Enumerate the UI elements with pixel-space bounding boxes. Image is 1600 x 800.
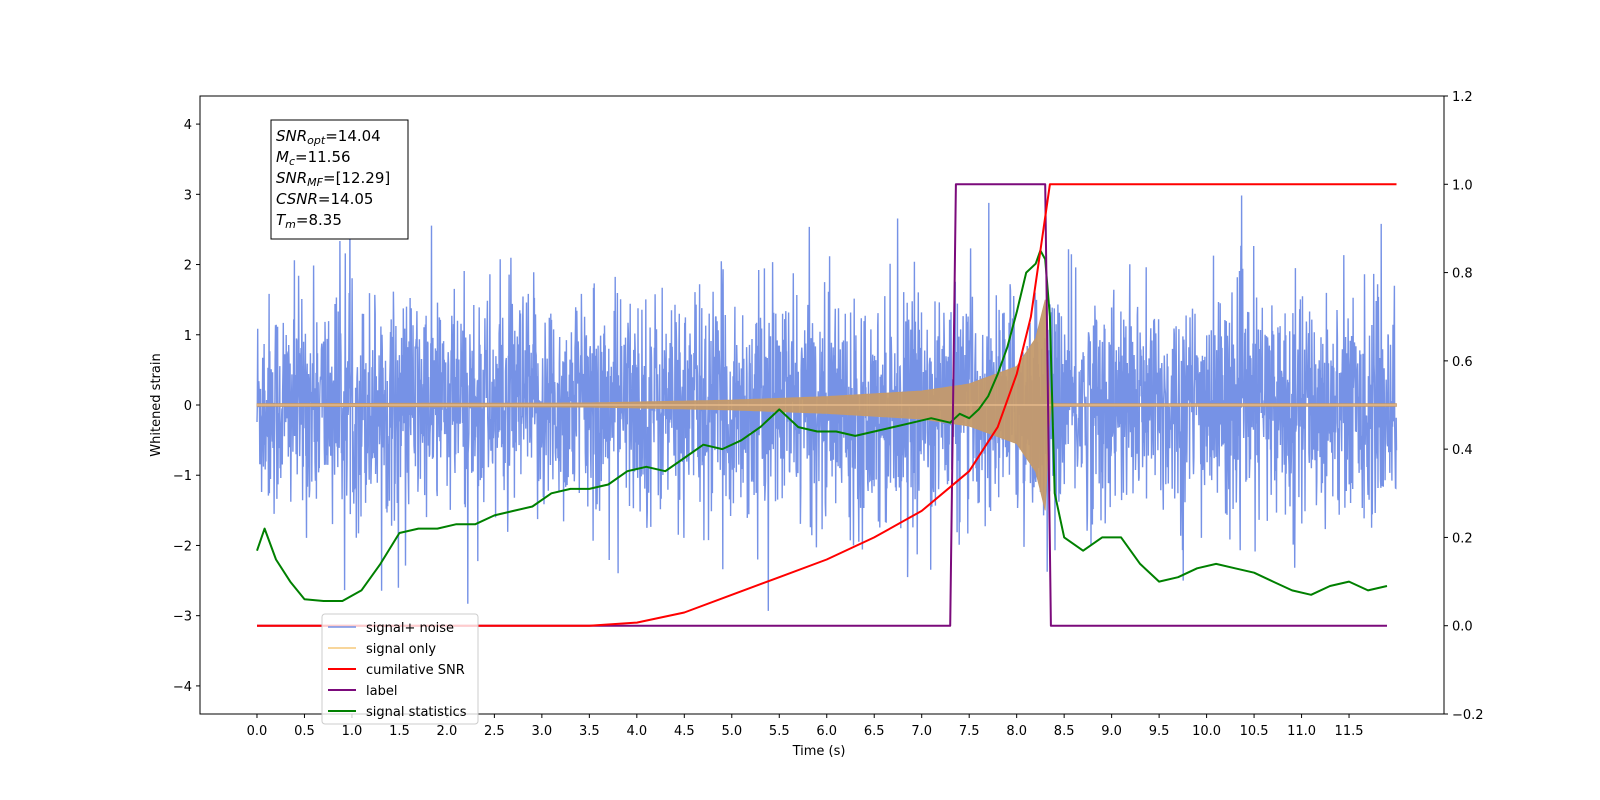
- x-tick-label: 4.5: [674, 724, 695, 739]
- y-axis-label: Whitened strain: [149, 353, 164, 456]
- annotation-symbol: CSNR: [276, 190, 318, 208]
- annotation-line: Tm=8.35: [276, 211, 342, 231]
- annotation-symbol: M: [276, 148, 289, 166]
- x-tick-label: 1.0: [342, 724, 363, 739]
- signal-only-series: [256, 299, 1397, 511]
- legend-label: signal statistics: [366, 705, 467, 720]
- stats-annotation-box: SNRopt=14.04Mc=11.56SNRMF=[12.29]CSNR=14…: [270, 119, 409, 240]
- annotation-subscript: m: [285, 218, 296, 231]
- x-tick-label: 7.5: [959, 724, 980, 739]
- signal-noise-series: [256, 195, 1398, 611]
- y-tick-label: −3: [173, 610, 192, 625]
- x-tick-label: 2.5: [484, 724, 505, 739]
- y-tick-label: −2: [173, 539, 192, 554]
- y2-tick-label: 0.6: [1452, 355, 1473, 370]
- x-tick-label: 0.5: [294, 724, 315, 739]
- annotation-symbol: SNR: [276, 127, 307, 145]
- y2-tick-label: 0.4: [1452, 443, 1473, 458]
- x-axis: 0.0 0.5 1.0 1.5 2.0 2.5 3.0 3.5 4.0 4.5 5.0 5.5 6.0 6…: [247, 714, 1364, 739]
- x-tick-label: 7.0: [911, 724, 932, 739]
- annotation-subscript: opt: [307, 134, 326, 147]
- y2-tick-label: 0.8: [1452, 267, 1473, 282]
- y-tick-label: 4: [184, 118, 192, 133]
- x-tick-label: 5.0: [721, 724, 742, 739]
- annotation-line: CSNR=14.05: [276, 190, 373, 208]
- x-tick-label: 8.0: [1006, 724, 1027, 739]
- annotation-line: SNRopt=14.04: [276, 127, 381, 147]
- x-tick-label: 6.5: [864, 724, 885, 739]
- y-tick-label: 2: [184, 259, 192, 274]
- series-label-line: [257, 183, 1387, 627]
- y2-tick-label: 1.2: [1452, 90, 1473, 105]
- x-tick-label: 9.5: [1149, 724, 1170, 739]
- annotation-value: =[12.29]: [323, 169, 390, 187]
- legend-label: label: [366, 684, 397, 699]
- y2-tick-label: 0.0: [1452, 620, 1473, 635]
- y-tick-label: 0: [184, 399, 192, 414]
- y-tick-label: −1: [173, 469, 192, 484]
- y-axis-left: 4 3 2 1 0 −1 −2 −3 −4: [173, 118, 200, 695]
- x-tick-label: 0.0: [247, 724, 268, 739]
- legend-label: signal+ noise: [366, 621, 454, 636]
- annotation-subscript: MF: [307, 176, 323, 189]
- x-tick-label: 8.5: [1054, 724, 1075, 739]
- y-axis-right: 1.2 1.0 0.8 0.6 0.4 0.2 0.0 −0.2: [1444, 90, 1484, 723]
- annotation-line: Mc=11.56: [276, 148, 351, 168]
- y2-tick-label: −0.2: [1452, 708, 1484, 723]
- legend-label: signal only: [366, 642, 436, 657]
- x-tick-label: 11.5: [1335, 724, 1364, 739]
- x-tick-label: 10.0: [1192, 724, 1221, 739]
- x-tick-label: 9.0: [1101, 724, 1122, 739]
- x-tick-label: 6.0: [816, 724, 837, 739]
- y2-tick-label: 1.0: [1452, 178, 1473, 193]
- annotation-value: =14.05: [318, 190, 374, 208]
- y-tick-label: 3: [184, 188, 192, 203]
- series-signal-noise-line: [256, 195, 1398, 611]
- y2-tick-label: 0.2: [1452, 531, 1473, 546]
- series-cumilative-snr-line: [257, 183, 1397, 627]
- annotation-value: =11.56: [295, 148, 351, 166]
- x-tick-label: 3.5: [579, 724, 600, 739]
- x-tick-label: 1.5: [389, 724, 410, 739]
- y-tick-label: −4: [173, 680, 192, 695]
- annotation-line: SNRMF=[12.29]: [276, 169, 390, 189]
- y-tick-label: 1: [184, 329, 192, 344]
- legend-label: cumilative SNR: [366, 663, 465, 678]
- series-signal-statistics-line: [256, 249, 1388, 602]
- annotation-subscript: c: [289, 155, 295, 168]
- annotation-value: =8.35: [296, 211, 342, 229]
- x-tick-label: 2.0: [437, 724, 458, 739]
- x-tick-label: 5.5: [769, 724, 790, 739]
- x-tick-label: 11.0: [1287, 724, 1316, 739]
- legend: signal+ noise signal only cumilative SNR la…: [321, 613, 479, 725]
- x-axis-label: Time (s): [792, 744, 846, 759]
- annotation-symbol: T: [276, 211, 287, 229]
- annotation-symbol: SNR: [276, 169, 307, 187]
- x-tick-label: 3.0: [532, 724, 553, 739]
- right-axis-series: [256, 183, 1397, 627]
- annotation-value: =14.04: [325, 127, 381, 145]
- x-tick-label: 4.0: [626, 724, 647, 739]
- x-tick-label: 10.5: [1240, 724, 1269, 739]
